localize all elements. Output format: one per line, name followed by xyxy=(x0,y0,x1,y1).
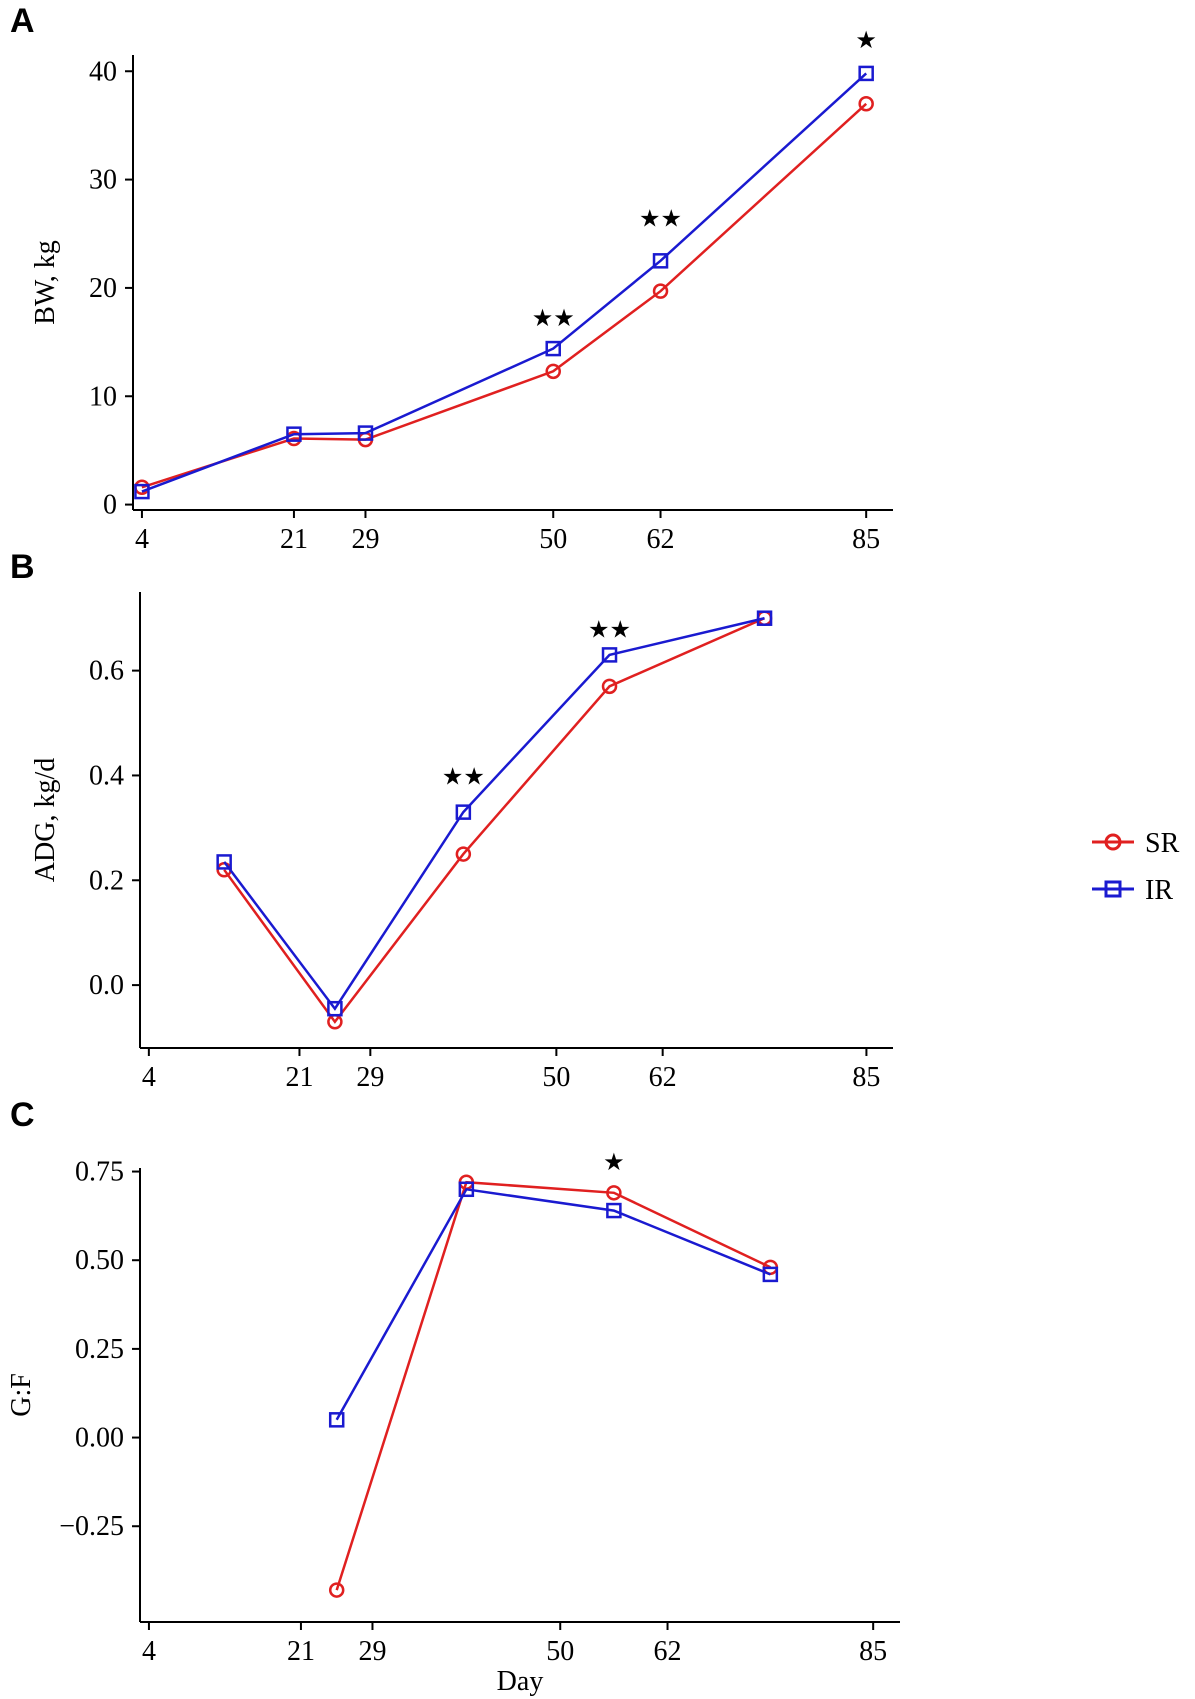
y-tick-label: 0.25 xyxy=(75,1334,124,1365)
x-tick-label: 29 xyxy=(358,1636,386,1667)
x-tick-label: 4 xyxy=(142,1062,156,1093)
x-tick-label: 85 xyxy=(859,1636,887,1667)
x-tick-label: 62 xyxy=(647,524,675,555)
significance-marker: ★★ xyxy=(442,762,485,790)
data-point-ir xyxy=(858,65,874,82)
y-tick-label: 0.00 xyxy=(75,1423,124,1454)
x-tick-label: 50 xyxy=(542,1062,570,1093)
x-tick-label: 62 xyxy=(649,1062,677,1093)
data-point-ir xyxy=(756,610,773,626)
x-tick-label: 62 xyxy=(654,1636,682,1667)
significance-marker: ★★ xyxy=(532,304,575,332)
legend-item-ir: IR xyxy=(1092,875,1173,906)
panel-letter: B xyxy=(10,548,35,586)
y-tick-label: −0.25 xyxy=(59,1511,124,1542)
data-point-ir xyxy=(455,804,472,820)
data-point-ir xyxy=(606,1202,622,1219)
data-point-sr xyxy=(455,846,472,862)
significance-marker: ★ xyxy=(603,1148,625,1176)
x-tick-label: 85 xyxy=(852,524,880,555)
significance-marker: ★★ xyxy=(588,616,631,644)
series-line-ir xyxy=(335,1187,771,1421)
y-tick-label: 0.2 xyxy=(89,865,124,896)
legend: SR IR xyxy=(1092,828,1180,906)
panel-letter: A xyxy=(10,2,35,40)
x-tick-label: 50 xyxy=(546,1636,574,1667)
data-point-ir xyxy=(601,647,618,663)
data-point-ir xyxy=(134,483,150,500)
data-point-sr xyxy=(606,1185,622,1201)
y-axis-title: G:F xyxy=(6,1373,37,1417)
series-line-sr xyxy=(141,102,868,489)
x-tick-label: 29 xyxy=(351,524,379,555)
legend-marker-circle xyxy=(1104,833,1122,851)
x-tick-label: 4 xyxy=(135,524,149,555)
legend-item-sr: SR xyxy=(1092,828,1180,859)
data-point-ir xyxy=(216,854,232,870)
chart-panel-c: 4 21 29 50 62 85 −0.25 0.00 0.25 0.50 0.75 G:F Day ★ xyxy=(6,1148,900,1697)
y-tick-label: 0.6 xyxy=(89,656,124,687)
data-point-ir xyxy=(545,340,561,357)
data-point-ir xyxy=(327,1000,343,1017)
significance-marker: ★ xyxy=(855,26,877,54)
y-axis-title: BW, kg xyxy=(30,240,61,325)
y-tick-label: 20 xyxy=(89,273,117,304)
x-axis-title: Day xyxy=(497,1666,544,1697)
legend-label: SR xyxy=(1145,828,1180,859)
data-point-sr xyxy=(328,1582,345,1598)
data-point-sr xyxy=(601,678,618,695)
y-tick-label: 10 xyxy=(89,381,117,412)
data-point-ir xyxy=(286,426,302,442)
series-line-sr xyxy=(223,617,766,1024)
y-tick-label: 0.0 xyxy=(89,970,124,1001)
y-axis-title: ADG, kg/d xyxy=(30,758,61,882)
data-point-ir xyxy=(357,425,374,441)
data-point-sr xyxy=(858,96,874,112)
x-tick-label: 21 xyxy=(280,524,308,555)
legend-label: IR xyxy=(1145,875,1173,906)
y-tick-label: 0.50 xyxy=(75,1245,124,1276)
panel-letter: C xyxy=(10,1096,35,1134)
series-line-ir xyxy=(223,616,765,1011)
y-tick-label: 30 xyxy=(89,165,117,196)
y-tick-label: 40 xyxy=(89,56,117,87)
x-tick-label: 29 xyxy=(356,1062,384,1093)
series-line-sr xyxy=(335,1180,771,1591)
data-point-ir xyxy=(762,1266,779,1283)
data-point-sr xyxy=(652,283,669,299)
x-tick-label: 85 xyxy=(852,1062,880,1093)
series-line-ir xyxy=(141,72,868,493)
x-tick-label: 50 xyxy=(539,524,567,555)
data-point-ir xyxy=(652,253,669,269)
chart-panel-b: 4 21 29 50 62 85 0.0 0.2 0.4 0.6 ADG, kg/d ★★ ★★ xyxy=(30,592,893,1093)
data-point-ir xyxy=(458,1181,475,1198)
y-tick-label: 0.4 xyxy=(89,760,124,791)
x-tick-label: 21 xyxy=(285,1062,313,1093)
x-tick-label: 4 xyxy=(142,1636,156,1667)
data-point-sr xyxy=(545,363,561,380)
y-tick-label: 0 xyxy=(103,490,117,521)
data-point-ir xyxy=(328,1412,345,1428)
significance-marker: ★★ xyxy=(639,205,682,233)
legend-marker-square xyxy=(1104,880,1122,898)
y-tick-label: 0.75 xyxy=(75,1157,124,1188)
x-tick-label: 21 xyxy=(287,1636,315,1667)
